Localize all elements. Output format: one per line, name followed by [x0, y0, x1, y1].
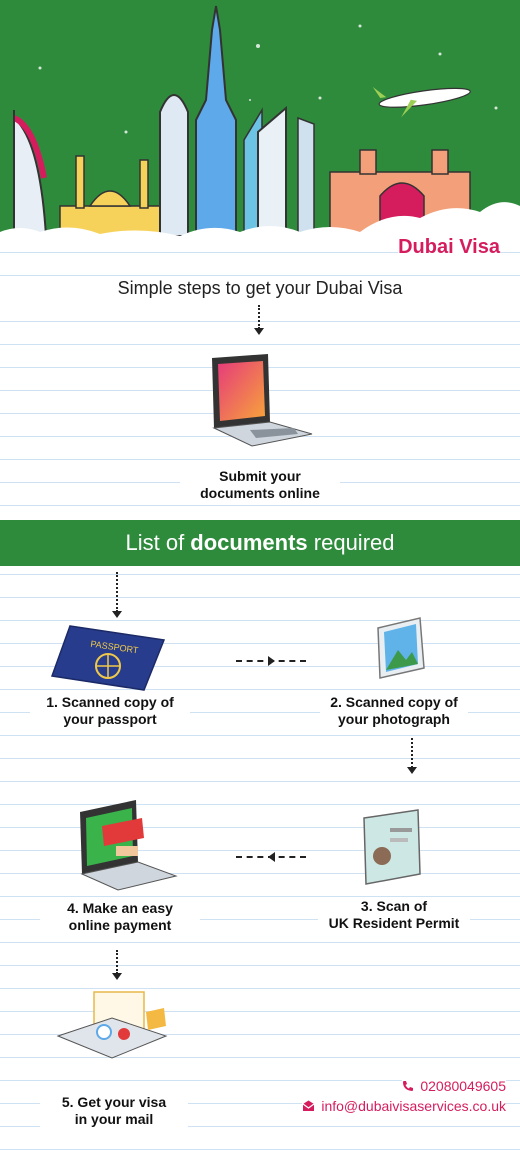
step-5-caption: 5. Get your visa in your mail [40, 1094, 188, 1128]
down-arrow [112, 572, 122, 618]
step-3-caption: 3. Scan of UK Resident Permit [318, 898, 470, 932]
passport-icon: PASSPORT [50, 625, 166, 691]
documents-band: List of documents required [0, 520, 520, 566]
left-arrow [236, 852, 306, 862]
email-icon [303, 1100, 315, 1111]
brand-title: Dubai Visa [398, 234, 500, 261]
submit-caption: Submit your documents online [180, 468, 340, 502]
right-arrow [236, 656, 306, 666]
step-5-line2: in your mail [74, 1111, 154, 1127]
step-5-line1: 5. Get your visa [61, 1094, 167, 1110]
submit-caption-line2: documents online [200, 485, 320, 501]
submit-caption-line1: Submit your [219, 468, 301, 484]
down-arrow [254, 305, 264, 335]
resident-permit-icon [363, 809, 421, 885]
laptop-icon [212, 354, 313, 447]
band-bold: documents [190, 530, 308, 555]
skyline-icon [0, 5, 520, 240]
photograph-icon [377, 617, 425, 679]
step-4-line2: online payment [68, 917, 172, 933]
step-2-caption: 2. Scanned copy of your photograph [320, 694, 468, 728]
step-4-caption: 4. Make an easy online payment [40, 900, 200, 934]
online-payment-icon [80, 800, 178, 891]
phone-number[interactable]: 02080049605 [420, 1078, 506, 1094]
down-arrow [112, 950, 122, 980]
mail-icon [56, 991, 168, 1059]
band-suffix: required [307, 530, 395, 555]
phone-contact[interactable]: 02080049605 [402, 1078, 506, 1094]
phone-icon [403, 1081, 414, 1091]
step-3-line1: 3. Scan of [360, 898, 428, 914]
dubai-skyline-illustration [0, 0, 520, 240]
email-address[interactable]: info@dubaivisaservices.co.uk [321, 1098, 506, 1114]
email-contact[interactable]: info@dubaivisaservices.co.uk [302, 1098, 506, 1114]
band-prefix: List of [125, 530, 191, 555]
step-1-line2: your passport [63, 711, 157, 727]
step-2-line2: your photograph [338, 711, 450, 727]
step-1-caption: 1. Scanned copy of your passport [30, 694, 190, 728]
step-2-line1: 2. Scanned copy of [330, 694, 458, 710]
step-3-line2: UK Resident Permit [328, 915, 460, 931]
step-4-line1: 4. Make an easy [67, 900, 173, 916]
step-1-line1: 1. Scanned copy of [46, 694, 174, 710]
down-arrow [407, 738, 417, 774]
intro-title: Simple steps to get your Dubai Visa [0, 278, 520, 299]
